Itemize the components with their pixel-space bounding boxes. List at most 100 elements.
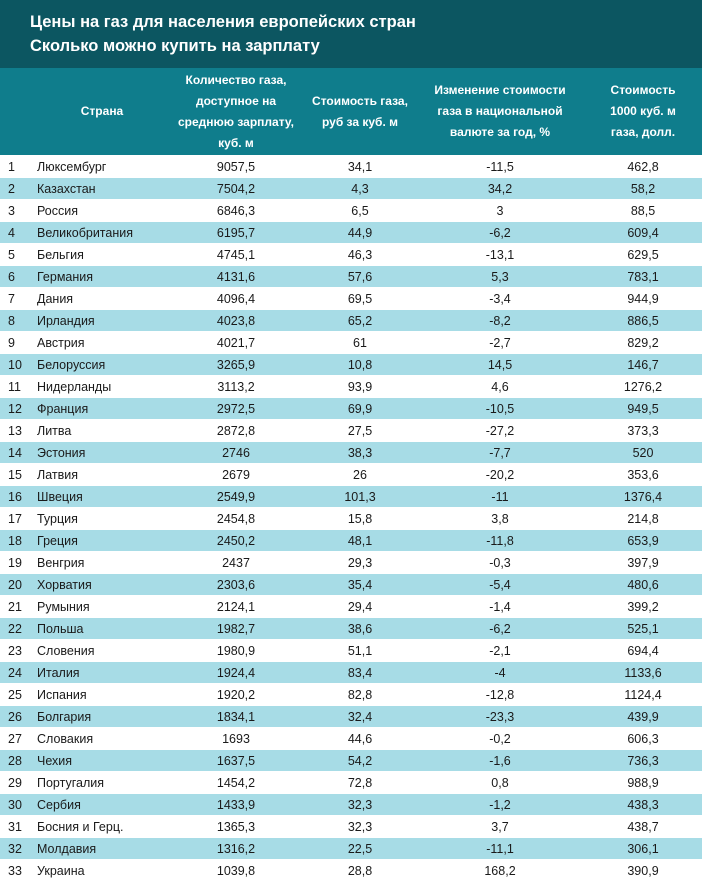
gas-volume: 1433,9 [216,798,256,812]
cost-1000: 525,1 [627,622,659,636]
row-number: 26 [8,710,22,724]
row-number: 20 [8,578,22,592]
cost-1000: 480,6 [627,578,659,592]
gas-volume: 6195,7 [216,226,256,240]
price-change: -12,8 [485,688,515,702]
cost-1000: 694,4 [627,644,659,658]
cost-1000: 214,8 [627,512,659,526]
table-row: 32 Молдавия 1316,2 22,5 -11,1 306,1 [0,838,702,860]
country-name: Словакия [37,732,94,746]
gas-price: 29,4 [347,600,373,614]
price-change: -11,8 [486,534,514,548]
gas-volume: 2972,5 [216,402,256,416]
price-change: -6,2 [489,622,511,636]
cost-1000: 606,3 [627,732,659,746]
country-name: Великобритания [37,226,133,240]
country-name: Хорватия [37,578,92,592]
gas-volume: 9057,5 [216,160,256,174]
row-number: 16 [8,490,22,504]
gas-volume: 1982,7 [216,622,256,636]
gas-price: 34,1 [347,160,373,174]
country-name: Словения [37,644,95,658]
cost-1000: 438,3 [627,798,659,812]
gas-volume: 2679 [222,468,250,482]
price-change: 3,8 [491,512,509,526]
header-volume: Количество газа, доступное на среднюю за… [178,72,295,150]
row-number: 7 [8,292,15,306]
table-row: 3 Россия 6846,3 6,5 3 88,5 [0,200,702,222]
table-row: 1 Люксембург 9057,5 34,1 -11,5 462,8 [0,156,702,178]
gas-price: 32,3 [347,820,373,834]
price-change: -7,7 [489,446,511,460]
row-number: 30 [8,798,22,812]
row-number: 5 [8,248,15,262]
row-number: 21 [8,600,22,614]
row-number: 12 [8,402,22,416]
table-row: 21 Румыния 2124,1 29,4 -1,4 399,2 [0,596,702,618]
row-number: 23 [8,644,22,658]
gas-volume: 3113,2 [217,380,255,394]
table-row: 23 Словения 1980,9 51,1 -2,1 694,4 [0,640,702,662]
price-change: -8,2 [489,314,511,328]
cost-1000: 783,1 [627,270,659,284]
country-name: Румыния [37,600,90,614]
price-change: -11,1 [486,842,514,856]
gas-price: 93,9 [347,380,373,394]
gas-price: 82,8 [347,688,373,702]
gas-volume: 1637,5 [216,754,256,768]
row-number: 27 [8,732,22,746]
table-row: 27 Словакия 1693 44,6 -0,2 606,3 [0,728,702,750]
page-subtitle: Сколько можно купить на зарплату [30,37,320,55]
row-number: 31 [8,820,22,834]
table-row: 15 Латвия 2679 26 -20,2 353,6 [0,464,702,486]
gas-volume: 1454,2 [216,776,256,790]
gas-volume: 3265,9 [216,358,256,372]
cost-1000: 1124,4 [624,688,662,702]
gas-volume: 1316,2 [216,842,256,856]
row-number: 15 [8,468,22,482]
row-number: 24 [8,666,22,680]
table-row: 14 Эстония 2746 38,3 -7,7 520 [0,442,702,464]
gas-volume: 4131,6 [216,270,256,284]
header-country: Страна [80,104,124,118]
country-name: Люксембург [37,160,107,174]
gas-price: 4,3 [351,182,369,196]
row-number: 3 [8,204,15,218]
page-title: Цены на газ для населения европейских ст… [30,13,416,31]
country-name: Германия [37,270,94,284]
cost-1000: 609,4 [627,226,659,240]
price-change: -11,5 [486,160,514,174]
country-name: Дания [37,292,74,306]
gas-price: 54,2 [347,754,373,768]
gas-price: 57,6 [347,270,373,284]
gas-volume: 2124,1 [216,600,256,614]
table-row: 17 Турция 2454,8 15,8 3,8 214,8 [0,508,702,530]
row-number: 8 [8,314,15,328]
gas-volume: 4096,4 [216,292,256,306]
row-number: 9 [8,336,15,350]
row-number: 28 [8,754,22,768]
table-row: 2 Казахстан 7504,2 4,3 34,2 58,2 [0,178,702,200]
country-name: Молдавия [37,842,97,856]
gas-volume: 4023,8 [216,314,256,328]
country-name: Испания [37,688,87,702]
country-name: Бельгия [37,248,84,262]
price-change: -1,2 [489,798,511,812]
price-change: -1,4 [489,600,511,614]
table-row: 6 Германия 4131,6 57,6 5,3 783,1 [0,266,702,288]
gas-volume: 1980,9 [216,644,256,658]
cost-1000: 399,2 [627,600,659,614]
table-row: 29 Португалия 1454,2 72,8 0,8 988,9 [0,772,702,794]
table-body: 1 Люксембург 9057,5 34,1 -11,5 462,8 2 Казахста… [0,156,702,882]
cost-1000: 306,1 [627,842,659,856]
row-number: 33 [8,864,22,878]
row-number: 2 [8,182,15,196]
gas-price: 44,6 [347,732,373,746]
cost-1000: 438,7 [627,820,659,834]
row-number: 17 [8,512,22,526]
price-change: -0,2 [489,732,511,746]
gas-volume: 1924,4 [216,666,256,680]
country-name: Австрия [37,336,85,350]
table-row: 10 Белоруссия 3265,9 10,8 14,5 146,7 [0,354,702,376]
price-change: -27,2 [485,424,515,438]
